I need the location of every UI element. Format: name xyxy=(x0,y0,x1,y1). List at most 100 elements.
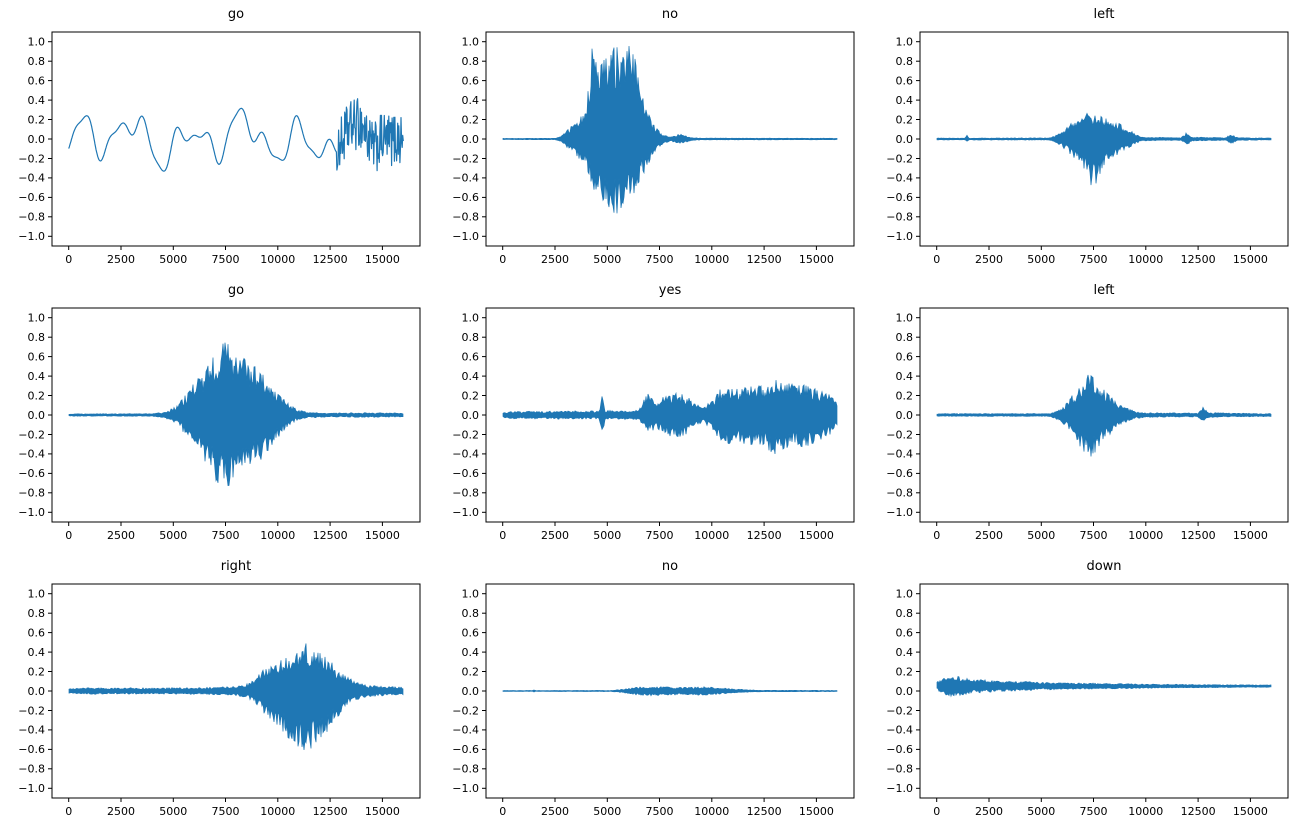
svg-text:0.4: 0.4 xyxy=(28,370,46,383)
svg-text:12500: 12500 xyxy=(313,529,348,542)
svg-text:12500: 12500 xyxy=(747,529,782,542)
svg-text:0.6: 0.6 xyxy=(28,350,46,363)
svg-text:10000: 10000 xyxy=(1128,529,1163,542)
svg-text:0.4: 0.4 xyxy=(896,370,914,383)
svg-text:−0.4: −0.4 xyxy=(18,724,45,737)
svg-text:7500: 7500 xyxy=(212,805,240,818)
svg-text:0.0: 0.0 xyxy=(462,133,480,146)
svg-text:5000: 5000 xyxy=(159,253,187,266)
svg-text:0.2: 0.2 xyxy=(462,113,480,126)
svg-text:0.0: 0.0 xyxy=(896,133,914,146)
svg-text:−1.0: −1.0 xyxy=(452,230,479,243)
svg-text:−0.8: −0.8 xyxy=(886,487,913,500)
svg-text:−0.4: −0.4 xyxy=(886,448,913,461)
svg-text:15000: 15000 xyxy=(1233,253,1268,266)
svg-text:−0.4: −0.4 xyxy=(886,724,913,737)
svg-text:−0.6: −0.6 xyxy=(886,467,913,480)
svg-text:10000: 10000 xyxy=(694,805,729,818)
svg-text:−0.4: −0.4 xyxy=(452,172,479,185)
subplot-cell-8: down 1.0 0.8 0.6 0.4 0.2 0.0 −0.2 −0.4 −0.6 −0.8 −… xyxy=(868,558,1302,834)
svg-text:10000: 10000 xyxy=(694,529,729,542)
svg-text:−1.0: −1.0 xyxy=(886,230,913,243)
svg-text:1.0: 1.0 xyxy=(462,588,480,601)
subplot-axes: 1.0 0.8 0.6 0.4 0.2 0.0 −0.2 −0.4 −0.6 −0.8 −1.0 0 2… xyxy=(18,307,421,542)
svg-text:0.2: 0.2 xyxy=(896,665,914,678)
svg-text:0: 0 xyxy=(499,529,506,542)
svg-text:−0.8: −0.8 xyxy=(452,487,479,500)
svg-text:0.8: 0.8 xyxy=(896,331,914,344)
svg-text:0.6: 0.6 xyxy=(462,74,480,87)
subplot-axes: 1.0 0.8 0.6 0.4 0.2 0.0 −0.2 −0.4 −0.6 −0.8 −1.0 0 2… xyxy=(452,583,855,818)
subplot-cell-6: right 1.0 0.8 0.6 0.4 0.2 0.0 −0.2 −0.4 −0.6 −0.8… xyxy=(0,558,434,834)
svg-text:−0.2: −0.2 xyxy=(452,152,479,165)
svg-text:0.4: 0.4 xyxy=(896,94,914,107)
svg-text:0.4: 0.4 xyxy=(462,646,480,659)
svg-text:0.8: 0.8 xyxy=(896,607,914,620)
svg-text:−0.8: −0.8 xyxy=(886,763,913,776)
svg-text:−0.4: −0.4 xyxy=(18,172,45,185)
subplot-axes: 1.0 0.8 0.6 0.4 0.2 0.0 −0.2 −0.4 −0.6 −0.8 −1.0 0 2… xyxy=(886,307,1289,542)
svg-text:2500: 2500 xyxy=(541,253,569,266)
svg-text:1.0: 1.0 xyxy=(28,36,46,49)
subplot-axes: 1.0 0.8 0.6 0.4 0.2 0.0 −0.2 −0.4 −0.6 −0.8 −1.0 0 2… xyxy=(452,31,855,266)
subplot-title: left xyxy=(1093,283,1115,298)
svg-text:−1.0: −1.0 xyxy=(18,506,45,519)
svg-text:−0.6: −0.6 xyxy=(18,467,45,480)
svg-text:−0.6: −0.6 xyxy=(18,743,45,756)
subplot-title: right xyxy=(220,559,252,574)
svg-text:0.8: 0.8 xyxy=(896,55,914,68)
svg-text:−0.6: −0.6 xyxy=(452,467,479,480)
svg-text:−1.0: −1.0 xyxy=(886,782,913,795)
svg-text:15000: 15000 xyxy=(1233,529,1268,542)
svg-text:−0.6: −0.6 xyxy=(452,191,479,204)
svg-text:5000: 5000 xyxy=(1027,529,1055,542)
svg-text:10000: 10000 xyxy=(260,253,295,266)
svg-text:0.2: 0.2 xyxy=(28,389,46,402)
svg-text:−0.8: −0.8 xyxy=(452,763,479,776)
svg-text:−0.2: −0.2 xyxy=(886,704,913,717)
svg-text:0: 0 xyxy=(65,253,72,266)
svg-text:1.0: 1.0 xyxy=(462,36,480,49)
subplot-cell-4: yes 1.0 0.8 0.6 0.4 0.2 0.0 −0.2 −0.4 −0.6 −0.8 −1… xyxy=(434,282,868,558)
svg-text:15000: 15000 xyxy=(365,805,400,818)
svg-text:1.0: 1.0 xyxy=(28,312,46,325)
svg-text:12500: 12500 xyxy=(1181,253,1216,266)
svg-text:2500: 2500 xyxy=(541,805,569,818)
svg-text:0.0: 0.0 xyxy=(462,409,480,422)
subplot-axes: 1.0 0.8 0.6 0.4 0.2 0.0 −0.2 −0.4 −0.6 −0.8 −1.0 0 2… xyxy=(452,307,855,542)
subplot-title: no xyxy=(661,559,679,574)
svg-text:10000: 10000 xyxy=(1128,253,1163,266)
svg-text:−0.6: −0.6 xyxy=(886,191,913,204)
svg-text:2500: 2500 xyxy=(541,529,569,542)
svg-text:−1.0: −1.0 xyxy=(18,230,45,243)
svg-text:−0.2: −0.2 xyxy=(452,428,479,441)
svg-text:−0.2: −0.2 xyxy=(886,152,913,165)
svg-text:0: 0 xyxy=(933,805,940,818)
svg-text:−0.4: −0.4 xyxy=(18,448,45,461)
svg-text:5000: 5000 xyxy=(1027,253,1055,266)
svg-text:−0.2: −0.2 xyxy=(452,704,479,717)
svg-text:−0.6: −0.6 xyxy=(886,743,913,756)
svg-text:−0.4: −0.4 xyxy=(452,724,479,737)
svg-text:12500: 12500 xyxy=(313,805,348,818)
subplot-axes: 1.0 0.8 0.6 0.4 0.2 0.0 −0.2 −0.4 −0.6 −0.8 −1.0 0 2… xyxy=(886,31,1289,266)
subplot-title: yes xyxy=(658,283,682,298)
svg-text:−0.6: −0.6 xyxy=(452,743,479,756)
svg-text:0.0: 0.0 xyxy=(462,685,480,698)
svg-text:10000: 10000 xyxy=(1128,805,1163,818)
svg-text:0.8: 0.8 xyxy=(462,55,480,68)
svg-text:0: 0 xyxy=(65,529,72,542)
svg-text:15000: 15000 xyxy=(799,529,834,542)
subplot-title: go xyxy=(227,7,245,22)
svg-text:2500: 2500 xyxy=(107,253,135,266)
svg-text:12500: 12500 xyxy=(313,253,348,266)
svg-text:−0.4: −0.4 xyxy=(452,448,479,461)
svg-text:1.0: 1.0 xyxy=(896,588,914,601)
svg-text:15000: 15000 xyxy=(365,253,400,266)
svg-text:15000: 15000 xyxy=(365,529,400,542)
svg-text:0: 0 xyxy=(499,253,506,266)
svg-text:0.0: 0.0 xyxy=(28,409,46,422)
svg-text:7500: 7500 xyxy=(212,253,240,266)
svg-text:1.0: 1.0 xyxy=(462,312,480,325)
